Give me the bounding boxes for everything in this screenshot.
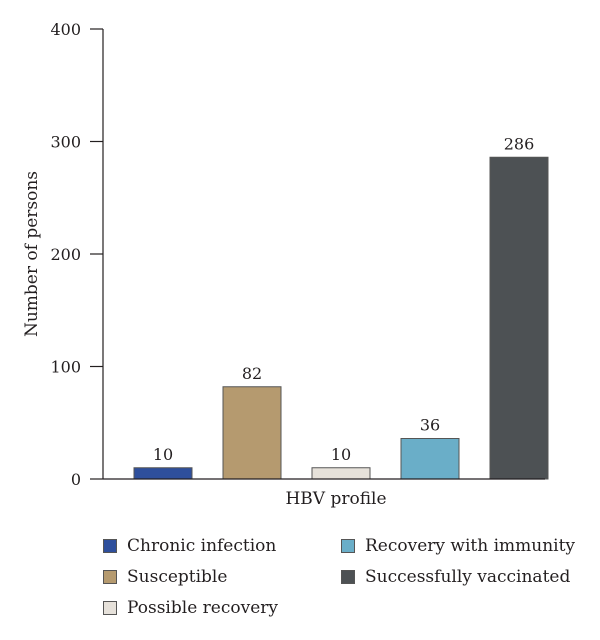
legend-label: Susceptible <box>127 567 228 587</box>
legend-swatch <box>103 570 117 584</box>
y-axis: 0 100 200 300 400 <box>50 20 104 489</box>
legend-swatch <box>103 539 117 553</box>
data-labels: 10 82 10 36 286 <box>153 134 534 464</box>
data-label: 10 <box>331 445 351 464</box>
legend-item-successfully-vaccinated: Successfully vaccinated <box>341 567 570 587</box>
y-tick-label: 0 <box>71 470 81 489</box>
legend-item-recovery-with-immunity: Recovery with immunity <box>341 536 575 556</box>
data-label: 36 <box>420 416 440 435</box>
x-axis-title: HBV profile <box>285 489 386 509</box>
bar-chronic-infection <box>133 467 193 480</box>
bar-susceptible <box>222 386 282 480</box>
legend-item-possible-recovery: Possible recovery <box>103 598 278 618</box>
legend-item-susceptible: Susceptible <box>103 567 227 587</box>
y-tick-label: 100 <box>50 358 81 377</box>
data-label: 286 <box>504 134 535 153</box>
data-label: 82 <box>242 364 262 383</box>
legend-item-chronic-infection: Chronic infection <box>103 536 276 556</box>
y-tick-label: 200 <box>50 245 81 264</box>
legend-label: Possible recovery <box>127 598 278 618</box>
bar-successfully-vaccinated <box>489 156 549 480</box>
bar-recovery-with-immunity <box>400 438 460 480</box>
legend-swatch <box>341 539 355 553</box>
y-tick-label: 400 <box>50 20 81 39</box>
legend-swatch <box>103 601 117 615</box>
data-label: 10 <box>153 445 173 464</box>
bar-possible-recovery <box>311 467 371 480</box>
legend-label: Recovery with immunity <box>365 536 576 556</box>
y-axis-title: Number of persons <box>22 171 42 337</box>
legend-swatch <box>341 570 355 584</box>
bars <box>133 156 549 480</box>
y-tick-label: 300 <box>50 133 81 152</box>
legend-label: Chronic infection <box>127 536 277 556</box>
legend-label: Successfully vaccinated <box>365 567 571 587</box>
